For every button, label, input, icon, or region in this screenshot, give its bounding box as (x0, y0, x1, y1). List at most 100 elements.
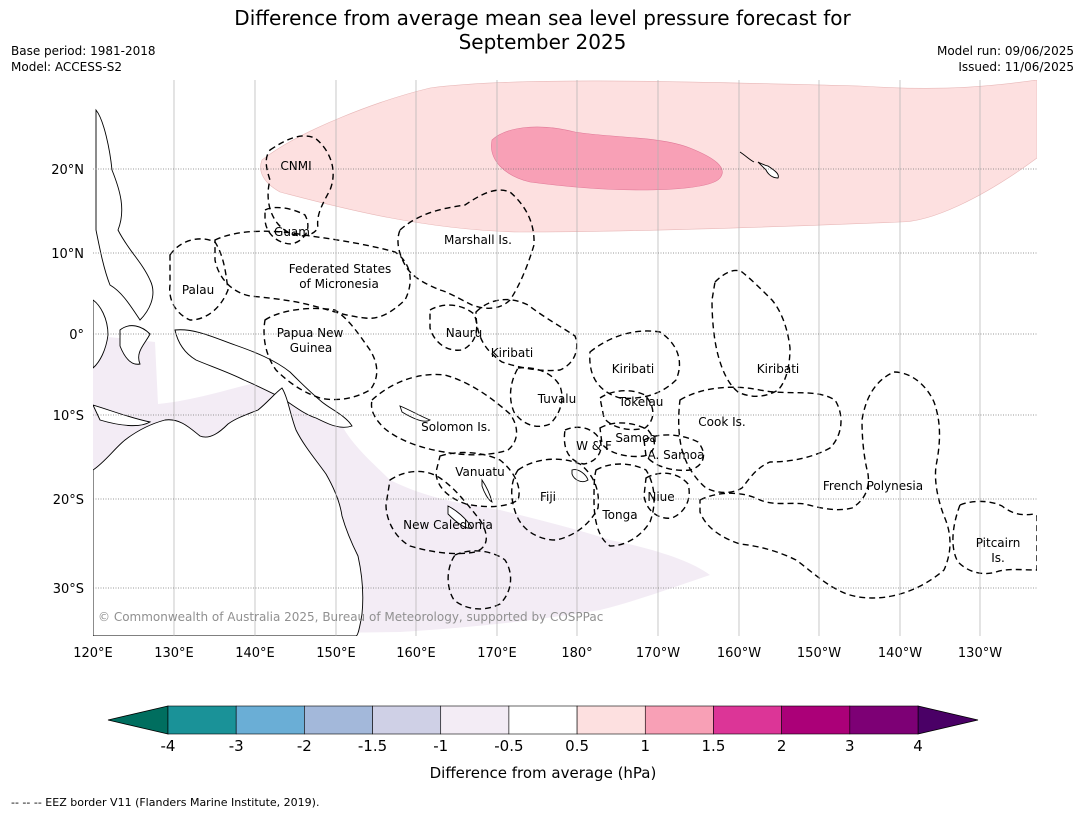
australia-land (93, 387, 364, 636)
region-label: Cook Is. (698, 415, 745, 429)
longitude-label: 180° (561, 646, 592, 661)
copyright-notice: © Commonwealth of Australia 2025, Bureau… (98, 610, 603, 624)
gridlines (93, 80, 1037, 636)
eez-a-samoa (643, 434, 705, 472)
longitude-label: 150°E (316, 646, 356, 661)
base-period-text: Base period: 1981-2018 (11, 44, 156, 58)
region-label: CNMI (280, 159, 311, 173)
eez-tokelau (599, 390, 654, 431)
region-label: Nauru (446, 326, 482, 340)
eez-nauru (429, 304, 478, 351)
colorbar-segment (644, 705, 714, 735)
eez-marshall (397, 189, 535, 309)
colorbar-tick-label: -1.5 (358, 737, 387, 755)
colorbar-tick-label: 3 (845, 737, 855, 755)
colorbar-segments (167, 705, 919, 735)
region-label: Kiribati (491, 346, 533, 360)
eez-png (263, 307, 378, 401)
eez-pitcairn (952, 500, 1037, 575)
region-label: Fiji (540, 490, 556, 504)
eez-french-polynesia (699, 371, 951, 599)
colorbar-segment (508, 705, 578, 735)
colorbar-segment (576, 705, 646, 735)
latitude-label: 20°S (53, 493, 84, 508)
title-line-2: September 2025 (458, 30, 627, 54)
region-label: Guinea (290, 341, 333, 355)
colorbar-segment (372, 705, 442, 735)
map-title: Difference from average mean sea level p… (0, 6, 1085, 54)
region-label: Kiribati (612, 362, 654, 376)
region-label: Papua New (277, 326, 344, 340)
eez-niue (643, 472, 690, 519)
region-label: Kiribati (757, 362, 799, 376)
longitude-label: 130°E (154, 646, 194, 661)
colorbar-segment (167, 705, 237, 735)
colorbar-segment (713, 705, 782, 735)
colorbar-segment (440, 705, 510, 735)
region-label: Palau (182, 283, 214, 297)
region-label: Tuvalu (537, 392, 577, 406)
eez-tuvalu (509, 366, 563, 428)
solomon-land (399, 405, 431, 422)
colorbar-tick-label: 0.5 (565, 737, 589, 755)
region-label: Tonga (601, 508, 637, 522)
eez-fiji (511, 458, 600, 541)
colorbar-tick-label: -3 (229, 737, 244, 755)
colorbar-tick-label: 1.5 (702, 737, 726, 755)
model-run-text: Model run: 09/06/2025 (936, 44, 1074, 58)
eez-lord-howe (447, 550, 512, 610)
longitude-label: 160°W (717, 646, 761, 661)
eez-footnote: -- -- -- EEZ border V11 (Flanders Marine… (11, 796, 320, 809)
longitude-label: 140°W (878, 646, 922, 661)
latitude-label: 10°S (53, 409, 84, 424)
longitude-label: 150°W (797, 646, 841, 661)
longitude-labels: 120°E 130°E 140°E 150°E 160°E 170°E 180° 170°W 1… (73, 646, 1002, 661)
eez-solomon (370, 373, 518, 456)
longitude-label: 140°E (235, 646, 275, 661)
colorbar-tick-label: 1 (640, 737, 650, 755)
eez-tonga (593, 463, 655, 547)
title-line-1: Difference from average mean sea level p… (234, 6, 851, 30)
meta-left: Base period: 1981-2018 Model: ACCESS-S2 (11, 43, 156, 75)
colorbar-tick-label: 2 (777, 737, 787, 755)
colorbar-segment (304, 705, 373, 735)
philippines-land (95, 108, 154, 321)
region-label: Solomon Is. (421, 420, 491, 434)
eez-new-caledonia (385, 470, 487, 555)
latitude-label: 20°N (51, 163, 84, 178)
region-label: A. Samoa (648, 448, 705, 462)
eez-kiribati-phoenix (589, 330, 681, 400)
eez-palau (169, 238, 229, 321)
latitude-labels: 20°N 10°N 0° 10°S 20°S 30°S (51, 163, 84, 597)
region-label: of Micronesia (299, 277, 379, 291)
colorbar-segment (849, 705, 919, 735)
region-label: Federated States (289, 262, 391, 276)
vanuatu-land (481, 478, 493, 503)
latitude-label: 10°N (51, 247, 84, 262)
colorbar-over-triangle (917, 705, 979, 735)
colorbar-segment (781, 705, 851, 735)
eez-borders (169, 135, 1037, 610)
region-label: Pitcairn (976, 536, 1021, 550)
region-label: Is. (991, 551, 1005, 565)
colorbar-label: Difference from average (hPa) (430, 764, 657, 782)
new-caledonia-land (447, 505, 473, 529)
longitude-label: 120°E (73, 646, 113, 661)
eez-kiribati-west (475, 298, 578, 372)
colorbar: -4 -3 -2 -1.5 -1 -0.5 0.5 1 1.5 2 3 4 Difference fr… (107, 705, 979, 782)
region-label: French Polynesia (823, 479, 923, 493)
eez-cook-islands (677, 386, 842, 494)
eez-samoa (599, 422, 655, 458)
region-label: Guam (274, 225, 310, 239)
eez-wallis-futuna (563, 426, 602, 465)
eez-micronesia (214, 230, 411, 319)
colorbar-tick-label: -1 (433, 737, 448, 755)
longitude-label: 170°E (477, 646, 517, 661)
region-label: Marshall Is. (444, 233, 512, 247)
anomaly-area-pink (491, 126, 723, 191)
hawaii-land (739, 151, 779, 179)
colorbar-tick-label: -0.5 (494, 737, 523, 755)
region-label: New Caledonia (403, 518, 493, 532)
